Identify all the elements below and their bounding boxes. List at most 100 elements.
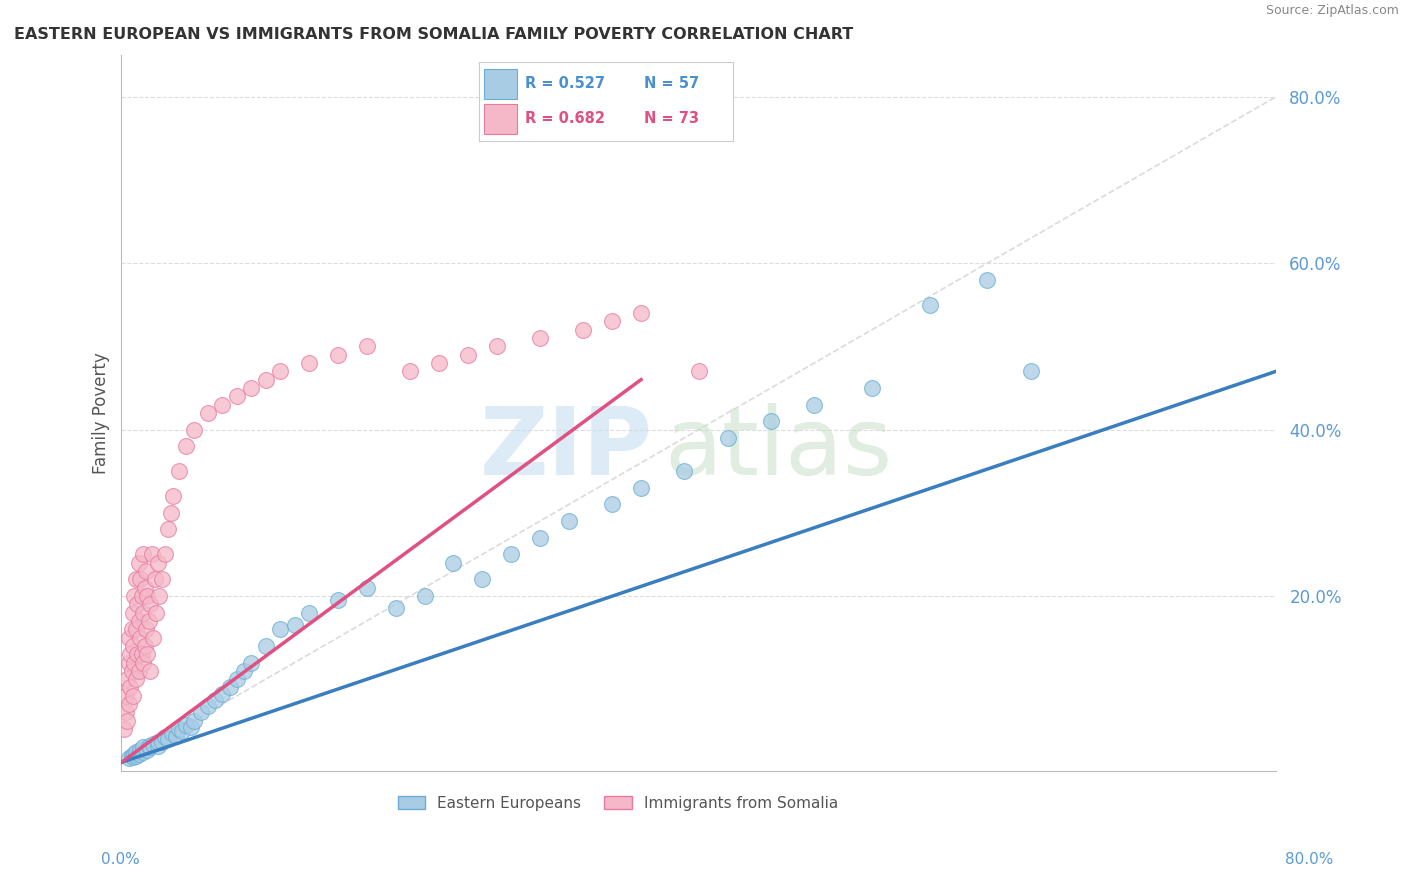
Point <box>427 356 450 370</box>
Text: 0.0%: 0.0% <box>101 852 141 867</box>
Point <box>176 718 198 732</box>
Point <box>129 572 152 586</box>
Point <box>138 739 160 753</box>
Point <box>118 656 141 670</box>
Point <box>159 506 181 520</box>
Point <box>298 356 321 370</box>
Point <box>142 737 165 751</box>
Point <box>121 664 143 678</box>
Point <box>125 745 148 759</box>
Point <box>134 639 156 653</box>
Point <box>128 664 150 678</box>
Text: 80.0%: 80.0% <box>1285 852 1333 867</box>
Y-axis label: Family Poverty: Family Poverty <box>93 352 110 474</box>
Text: ZIP: ZIP <box>479 402 652 495</box>
Point <box>918 298 941 312</box>
Point <box>125 672 148 686</box>
Point <box>122 639 145 653</box>
Point <box>170 723 193 738</box>
Point <box>167 464 190 478</box>
Point <box>176 439 198 453</box>
Point <box>150 572 173 586</box>
Point <box>269 364 291 378</box>
Text: atlas: atlas <box>664 402 893 495</box>
Point <box>138 614 160 628</box>
Point <box>225 672 247 686</box>
Point <box>146 734 169 748</box>
Point <box>225 389 247 403</box>
Point <box>183 714 205 728</box>
Point <box>150 734 173 748</box>
Point <box>132 606 155 620</box>
Point <box>153 731 176 745</box>
Point <box>115 672 138 686</box>
Point <box>129 631 152 645</box>
Point <box>269 622 291 636</box>
Point <box>218 681 240 695</box>
Point <box>558 514 581 528</box>
Point <box>122 606 145 620</box>
Point <box>139 740 162 755</box>
Point <box>413 589 436 603</box>
Point <box>127 597 149 611</box>
Point <box>254 639 277 653</box>
Point <box>630 481 652 495</box>
Point <box>356 581 378 595</box>
Point <box>211 398 233 412</box>
Point <box>183 423 205 437</box>
Point <box>121 748 143 763</box>
Point <box>326 593 349 607</box>
Point <box>204 693 226 707</box>
Point <box>501 547 523 561</box>
Point <box>717 431 740 445</box>
Point <box>326 348 349 362</box>
Point <box>139 664 162 678</box>
Point <box>471 572 494 586</box>
Point <box>399 364 422 378</box>
Point <box>125 622 148 636</box>
Point <box>148 589 170 603</box>
Point <box>240 656 263 670</box>
Point <box>124 656 146 670</box>
Text: EASTERN EUROPEAN VS IMMIGRANTS FROM SOMALIA FAMILY POVERTY CORRELATION CHART: EASTERN EUROPEAN VS IMMIGRANTS FROM SOMA… <box>14 27 853 42</box>
Point <box>165 729 187 743</box>
Point <box>240 381 263 395</box>
Point <box>630 306 652 320</box>
Point <box>127 647 149 661</box>
Point <box>572 323 595 337</box>
Point <box>860 381 883 395</box>
Point <box>128 556 150 570</box>
Point <box>384 601 406 615</box>
Point <box>233 664 256 678</box>
Point <box>121 622 143 636</box>
Point <box>457 348 479 362</box>
Point <box>759 414 782 428</box>
Point <box>156 522 179 536</box>
Point <box>153 547 176 561</box>
Point <box>160 726 183 740</box>
Point <box>132 740 155 755</box>
Point <box>145 606 167 620</box>
Point <box>132 656 155 670</box>
Point <box>118 697 141 711</box>
Point <box>441 556 464 570</box>
Point <box>136 743 159 757</box>
Point <box>197 406 219 420</box>
Point <box>112 722 135 736</box>
Point <box>128 614 150 628</box>
Point <box>132 745 155 759</box>
Point <box>115 714 138 728</box>
Point <box>131 589 153 603</box>
Point <box>142 631 165 645</box>
Point <box>125 572 148 586</box>
Point <box>673 464 696 478</box>
Point <box>529 331 551 345</box>
Point <box>976 273 998 287</box>
Point <box>134 581 156 595</box>
Point <box>129 743 152 757</box>
Point <box>122 689 145 703</box>
Point <box>803 398 825 412</box>
Point <box>136 647 159 661</box>
Point <box>1019 364 1042 378</box>
Point <box>600 498 623 512</box>
